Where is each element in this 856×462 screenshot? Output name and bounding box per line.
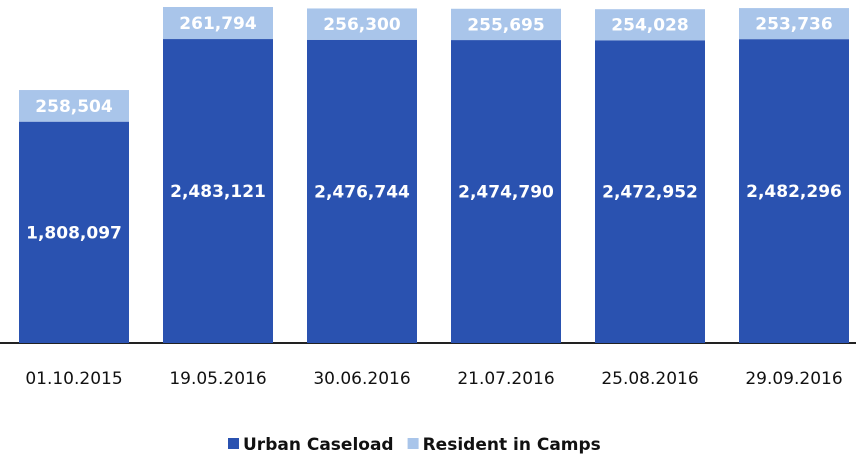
legend-label: Resident in Camps <box>423 435 601 455</box>
bar-segment <box>595 40 705 343</box>
legend-label: Urban Caseload <box>243 435 394 455</box>
value-label: 258,504 <box>35 97 113 117</box>
bar-segment <box>307 8 417 40</box>
value-label: 2,483,121 <box>170 182 266 202</box>
bar-segment <box>451 40 561 344</box>
bar-segment <box>451 8 561 41</box>
x-tick-label: 21.07.2016 <box>457 369 554 389</box>
value-label: 1,808,097 <box>26 223 122 243</box>
value-label: 2,476,744 <box>314 182 410 202</box>
value-label: 2,482,296 <box>746 182 842 202</box>
bar-segment <box>739 8 849 40</box>
value-label: 253,736 <box>755 15 832 35</box>
bar-segment <box>163 7 273 40</box>
value-label: 261,794 <box>179 14 257 34</box>
bar-segment <box>19 90 129 122</box>
x-tick-label: 30.06.2016 <box>313 369 410 389</box>
x-tick-label: 01.10.2015 <box>25 369 122 389</box>
legend-swatch <box>228 438 239 449</box>
value-label: 254,028 <box>611 16 688 36</box>
x-tick-label: 25.08.2016 <box>601 369 698 389</box>
bar-segment <box>307 39 417 343</box>
value-label: 255,695 <box>467 15 544 35</box>
legend-swatch <box>407 438 419 449</box>
bar-segment <box>595 9 705 41</box>
value-label: 256,300 <box>323 15 401 35</box>
value-label: 2,472,952 <box>602 183 698 203</box>
bar-segment <box>163 39 273 344</box>
bar-segment <box>19 121 129 344</box>
x-tick-label: 19.05.2016 <box>169 369 266 389</box>
value-label: 2,474,790 <box>458 183 554 203</box>
bar-segment <box>739 39 849 344</box>
x-tick-label: 29.09.2016 <box>745 369 842 389</box>
